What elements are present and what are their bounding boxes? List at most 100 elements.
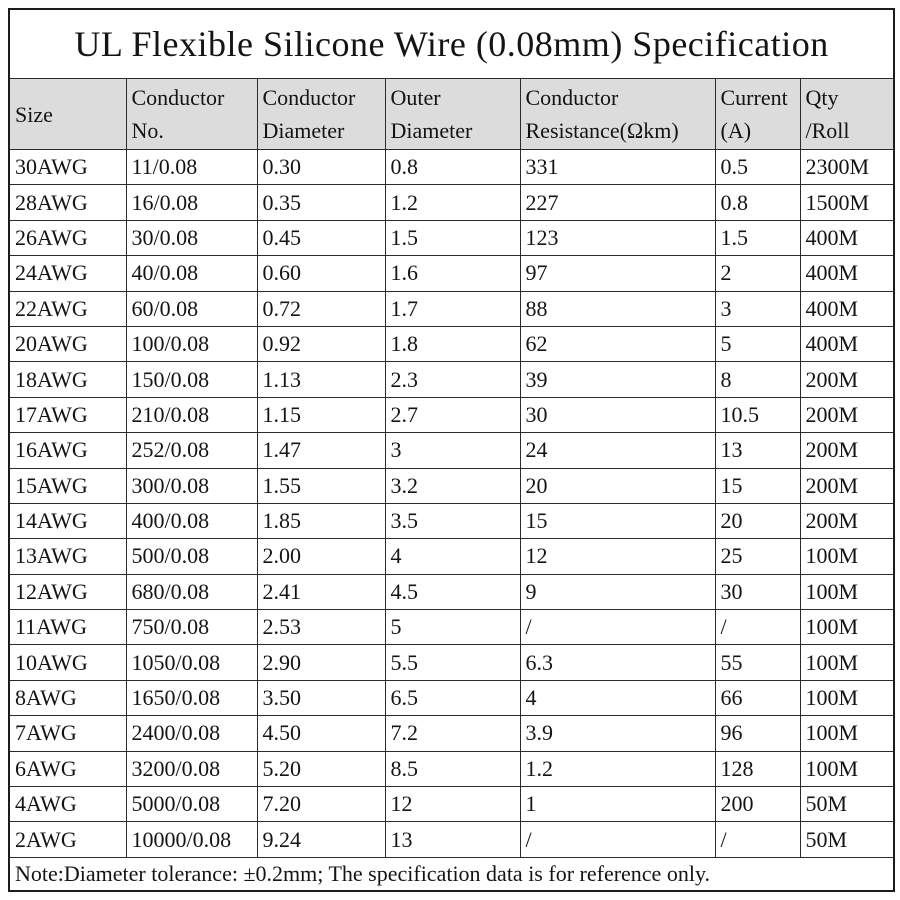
cell-size: 10AWG <box>8 644 127 681</box>
cell-outer-diameter: 12 <box>384 786 521 823</box>
cell-outer-diameter: 5.5 <box>384 644 521 681</box>
cell-size: 16AWG <box>8 432 127 469</box>
page-title: UL Flexible Silicone Wire (0.08mm) Speci… <box>8 8 895 79</box>
table-row: 13AWG 500/0.08 2.00 4 12 25 100M <box>8 538 895 575</box>
table-row: 12AWG 680/0.08 2.41 4.5 9 30 100M <box>8 573 895 611</box>
cell-conductor-diameter: 1.15 <box>256 396 386 434</box>
cell-conductor-resistance: 3.9 <box>519 715 716 752</box>
cell-size: 6AWG <box>8 750 127 788</box>
cell-outer-diameter: 3.5 <box>384 502 521 540</box>
table-row: 7AWG 2400/0.08 4.50 7.2 3.9 96 100M <box>8 715 895 752</box>
cell-size: 11AWG <box>8 609 127 646</box>
cell-qty-roll: 100M <box>799 573 895 611</box>
cell-conductor-resistance: 15 <box>519 502 716 540</box>
cell-conductor-resistance: 24 <box>519 432 716 469</box>
table-row: 17AWG 210/0.08 1.15 2.7 30 10.5 200M <box>8 396 895 434</box>
cell-conductor-resistance: / <box>519 821 716 858</box>
table-row: 24AWG 40/0.08 0.60 1.6 97 2 400M <box>8 255 895 292</box>
cell-conductor-diameter: 2.90 <box>256 644 386 681</box>
cell-outer-diameter: 4 <box>384 538 521 575</box>
cell-current: 66 <box>714 679 801 717</box>
cell-current: 20 <box>714 502 801 540</box>
table-note: Note:Diameter tolerance: ±0.2mm; The spe… <box>8 857 895 892</box>
cell-outer-diameter: 2.3 <box>384 361 521 398</box>
cell-qty-roll: 50M <box>799 821 895 858</box>
cell-qty-roll: 100M <box>799 609 895 646</box>
cell-outer-diameter: 1.7 <box>384 290 521 327</box>
cell-size: 7AWG <box>8 715 127 752</box>
cell-conductor-resistance: 88 <box>519 290 716 327</box>
cell-size: 24AWG <box>8 255 127 292</box>
table-row: 30AWG 11/0.08 0.30 0.8 331 0.5 2300M <box>8 148 895 186</box>
cell-outer-diameter: 1.6 <box>384 255 521 292</box>
cell-conductor-diameter: 1.13 <box>256 361 386 398</box>
cell-outer-diameter: 6.5 <box>384 679 521 717</box>
cell-qty-roll: 100M <box>799 538 895 575</box>
cell-current: 0.5 <box>714 148 801 186</box>
note-row: Note:Diameter tolerance: ±0.2mm; The spe… <box>8 857 895 892</box>
col-header-conductor-resistance: Conductor Resistance(Ωkm) <box>519 78 716 150</box>
cell-outer-diameter: 7.2 <box>384 715 521 752</box>
cell-conductor-no: 150/0.08 <box>125 361 258 398</box>
table-row: 10AWG 1050/0.08 2.90 5.5 6.3 55 100M <box>8 644 895 681</box>
cell-qty-roll: 100M <box>799 715 895 752</box>
cell-size: 22AWG <box>8 290 127 327</box>
cell-size: 26AWG <box>8 219 127 257</box>
table-row: 11AWG 750/0.08 2.53 5//100M <box>8 609 895 646</box>
cell-conductor-diameter: 3.50 <box>256 679 386 717</box>
cell-conductor-diameter: 2.41 <box>256 573 386 611</box>
cell-size: 13AWG <box>8 538 127 575</box>
cell-current: 5 <box>714 325 801 363</box>
cell-current: 3 <box>714 290 801 327</box>
cell-qty-roll: 200M <box>799 361 895 398</box>
cell-conductor-no: 210/0.08 <box>125 396 258 434</box>
cell-conductor-diameter: 9.24 <box>256 821 386 858</box>
title-row: UL Flexible Silicone Wire (0.08mm) Speci… <box>8 8 895 79</box>
cell-qty-roll: 200M <box>799 432 895 469</box>
cell-qty-roll: 1500M <box>799 184 895 221</box>
cell-qty-roll: 400M <box>799 325 895 363</box>
cell-conductor-resistance: 4 <box>519 679 716 717</box>
cell-conductor-diameter: 0.72 <box>256 290 386 327</box>
cell-conductor-no: 2400/0.08 <box>125 715 258 752</box>
cell-qty-roll: 400M <box>799 290 895 327</box>
cell-conductor-no: 16/0.08 <box>125 184 258 221</box>
cell-current: 0.8 <box>714 184 801 221</box>
col-header-outer-diameter: Outer Diameter <box>384 78 521 150</box>
cell-current: 15 <box>714 467 801 504</box>
cell-qty-roll: 2300M <box>799 148 895 186</box>
cell-outer-diameter: 3.2 <box>384 467 521 504</box>
cell-qty-roll: 200M <box>799 396 895 434</box>
cell-conductor-resistance: 331 <box>519 148 716 186</box>
cell-size: 30AWG <box>8 148 127 186</box>
cell-conductor-resistance: 97 <box>519 255 716 292</box>
table-row: 22AWG 60/0.08 0.72 1.7 88 3 400M <box>8 290 895 327</box>
cell-size: 20AWG <box>8 325 127 363</box>
cell-current: 55 <box>714 644 801 681</box>
cell-outer-diameter: 4.5 <box>384 573 521 611</box>
cell-conductor-resistance: 30 <box>519 396 716 434</box>
cell-conductor-diameter: 2.00 <box>256 538 386 575</box>
cell-outer-diameter: 5 <box>384 609 521 646</box>
table-row: 14AWG 400/0.08 1.85 3.5 15 20 200M <box>8 502 895 540</box>
col-header-conductor-diameter: Conductor Diameter <box>256 78 386 150</box>
cell-conductor-no: 40/0.08 <box>125 255 258 292</box>
cell-conductor-no: 400/0.08 <box>125 502 258 540</box>
cell-conductor-resistance: 123 <box>519 219 716 257</box>
table-row: 15AWG 300/0.08 1.55 3.2 20 15 200M <box>8 467 895 504</box>
cell-conductor-no: 500/0.08 <box>125 538 258 575</box>
cell-conductor-resistance: 20 <box>519 467 716 504</box>
cell-current: 96 <box>714 715 801 752</box>
cell-qty-roll: 50M <box>799 786 895 823</box>
cell-conductor-diameter: 0.92 <box>256 325 386 363</box>
cell-conductor-diameter: 0.45 <box>256 219 386 257</box>
table-row: 2AWG 10000/0.08 9.24 13//50M <box>8 821 895 858</box>
cell-conductor-no: 680/0.08 <box>125 573 258 611</box>
cell-conductor-no: 252/0.08 <box>125 432 258 469</box>
cell-conductor-no: 30/0.08 <box>125 219 258 257</box>
cell-conductor-resistance: / <box>519 609 716 646</box>
cell-conductor-no: 5000/0.08 <box>125 786 258 823</box>
cell-outer-diameter: 8.5 <box>384 750 521 788</box>
cell-current: 128 <box>714 750 801 788</box>
